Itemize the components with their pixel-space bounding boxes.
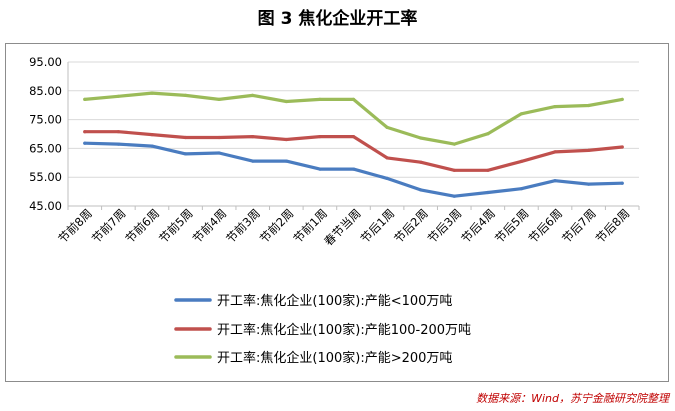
y-tick-label: 75.00: [29, 113, 62, 127]
data-point: [318, 135, 322, 139]
data-point: [385, 156, 389, 160]
series-lines: [83, 91, 624, 198]
x-axis: 节前8周节前7周节前6周节前5周节前4周节前3周节前2周节前1周春节当周节后1周…: [55, 205, 640, 249]
legend-label: 开工率:焦化企业(100家):产能>200万吨: [217, 350, 452, 366]
data-point: [351, 167, 356, 171]
x-tick-label: 春节当周: [321, 206, 363, 248]
data-point: [217, 135, 221, 140]
y-axis: 45.00 55.00 65.00 75.00 85.00 95.00: [29, 55, 69, 213]
x-tick-label: 节后6周: [526, 206, 565, 245]
data-point: [419, 160, 423, 164]
data-point: [83, 130, 87, 134]
x-tick-label: 节后2周: [391, 206, 430, 245]
data-point: [150, 144, 154, 148]
data-point: [419, 136, 423, 140]
x-tick-label: 节后7周: [559, 206, 598, 245]
data-point: [452, 194, 456, 198]
x-tick-label: 节后8周: [593, 206, 632, 245]
data-point: [519, 112, 524, 116]
data-point: [486, 190, 490, 195]
legend-label: 开工率:焦化企业(100家):产能<100万吨: [217, 293, 452, 309]
data-point: [217, 97, 221, 101]
data-point: [284, 137, 288, 142]
chart-title: 图 3 焦化企业开工率: [257, 9, 418, 29]
x-tick-label: 节后4周: [458, 206, 497, 245]
data-point: [284, 99, 288, 104]
data-point: [251, 93, 255, 97]
data-point: [553, 105, 557, 109]
data-point: [116, 142, 120, 146]
data-point: [452, 142, 456, 146]
data-point: [83, 97, 87, 101]
data-point: [620, 97, 624, 101]
legend-label: 开工率:焦化企业(100家):产能100-200万吨: [217, 322, 471, 338]
data-point: [184, 135, 188, 140]
data-point: [318, 97, 322, 101]
data-point: [553, 150, 557, 154]
x-tick-label: 节前3周: [223, 206, 262, 245]
data-point: [519, 159, 524, 163]
data-point: [351, 97, 356, 101]
data-point: [184, 93, 188, 97]
data-point: [351, 135, 356, 139]
data-point: [587, 103, 591, 108]
data-point: [519, 187, 524, 191]
data-point: [620, 145, 624, 149]
data-point: [284, 159, 288, 163]
data-point: [116, 130, 120, 134]
data-point: [217, 151, 221, 155]
x-tick-label: 节后5周: [492, 206, 531, 245]
legend: 开工率:焦化企业(100家):产能<100万吨开工率:焦化企业(100家):产能…: [174, 293, 471, 366]
data-point: [587, 148, 591, 152]
data-point: [620, 181, 624, 185]
data-point: [553, 179, 557, 183]
data-point: [385, 176, 389, 180]
x-tick-label: 节前4周: [190, 206, 229, 245]
y-tick-label: 85.00: [29, 84, 62, 98]
x-tick-label: 节前2周: [257, 206, 296, 245]
data-point: [83, 141, 87, 145]
x-tick-label: 节前5周: [156, 206, 195, 245]
y-tick-label: 45.00: [29, 199, 62, 213]
chart-frame: [5, 43, 669, 382]
data-point: [251, 159, 255, 163]
data-point: [587, 182, 591, 186]
data-point: [419, 188, 423, 192]
data-point: [150, 91, 154, 95]
x-tick-label: 节前6周: [123, 206, 162, 245]
data-point: [486, 168, 490, 172]
data-point: [116, 94, 120, 98]
data-point: [150, 133, 154, 137]
y-tick-label: 95.00: [29, 55, 62, 69]
data-point: [452, 168, 456, 172]
data-point: [385, 125, 389, 129]
data-point: [184, 152, 188, 156]
y-tick-label: 55.00: [29, 170, 62, 184]
data-point: [318, 167, 322, 171]
data-source-note: 数据来源：Wind，苏宁金融研究院整理: [476, 392, 669, 405]
data-point: [486, 132, 490, 136]
x-tick-label: 节后3周: [425, 206, 464, 245]
data-point: [251, 135, 255, 139]
x-tick-label: 节后1周: [358, 206, 397, 245]
y-tick-label: 65.00: [29, 141, 62, 155]
x-tick-label: 节前7周: [89, 206, 128, 245]
